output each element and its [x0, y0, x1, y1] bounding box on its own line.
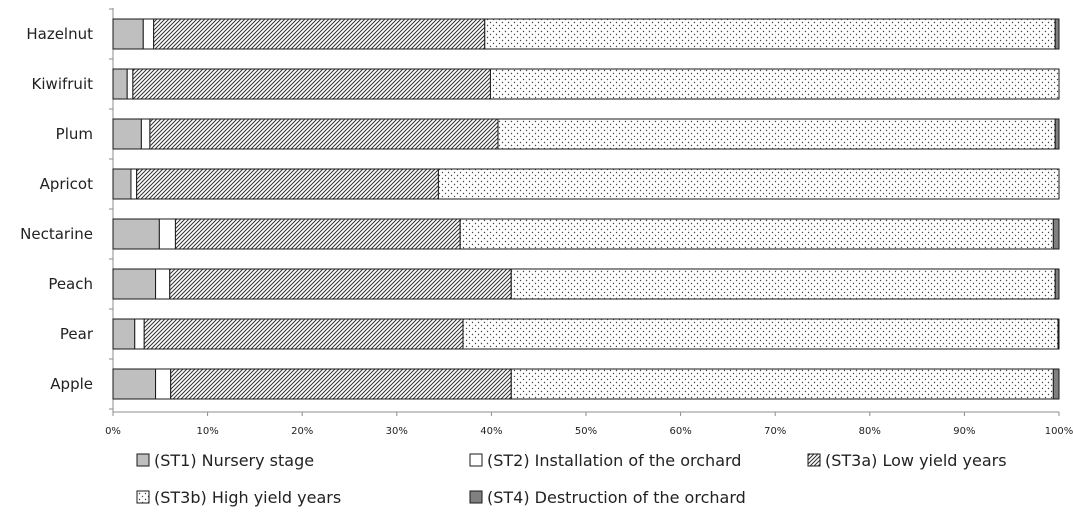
- x-tick-label: 30%: [386, 426, 408, 437]
- legend-swatch: [469, 490, 483, 504]
- category-label: Pear: [60, 325, 94, 343]
- bar-segment-hazelnut-s1: [112, 18, 144, 50]
- bar-segment-kiwifruit-s2: [126, 68, 134, 100]
- x-tick-label: 0%: [105, 426, 121, 437]
- bar-segment-plum-s2: [140, 118, 151, 150]
- bar-segment-peach-s2: [155, 268, 171, 300]
- bar-segment-plum-s3: [149, 118, 499, 150]
- plot-area: 0% 10% 20% 30% 40% 50% 60% 70% 80% 90% 100% Hazelnu…: [20, 8, 1073, 437]
- bar-segment-nectarine-s1: [112, 218, 160, 250]
- bar-segment-apricot-s4: [437, 168, 1060, 200]
- bar-segment-nectarine-s3: [174, 218, 461, 250]
- category-label: Plum: [56, 125, 93, 143]
- bar-segment-apricot-s1: [112, 168, 132, 200]
- bar-segment-hazelnut-s2: [142, 18, 155, 50]
- legend-label: (ST3b) High yield years: [154, 488, 341, 507]
- legend-item: (ST4) Destruction of the orchard: [469, 488, 746, 507]
- x-tick-label: 80%: [859, 426, 881, 437]
- bar-segment-pear-s3: [143, 318, 464, 350]
- bar-segment-kiwifruit-s3: [132, 68, 491, 100]
- legend-item: (ST3b) High yield years: [136, 488, 341, 507]
- category-label: Nectarine: [20, 225, 93, 243]
- bar-segment-hazelnut-s4: [484, 18, 1056, 50]
- bar-segment-peach-s5: [1054, 268, 1060, 300]
- legend-swatch: [469, 453, 483, 467]
- bar-segment-kiwifruit-s1: [112, 68, 128, 100]
- bar-segment-apple-s1: [112, 368, 157, 400]
- x-tick-label: 40%: [480, 426, 502, 437]
- bar-segment-plum-s1: [112, 118, 142, 150]
- bar-segment-apple-s4: [510, 368, 1054, 400]
- x-tick-label: 50%: [575, 426, 597, 437]
- bar-segment-apple-s3: [170, 368, 512, 400]
- x-tick-label: 10%: [196, 426, 218, 437]
- legend-label: (ST3a) Low yield years: [825, 451, 1007, 470]
- bar-segment-apricot-s3: [136, 168, 439, 200]
- category-label: Hazelnut: [26, 25, 93, 43]
- bar-segment-apricot-s2: [130, 168, 138, 200]
- bar-segment-plum-s4: [497, 118, 1056, 150]
- bar-segment-nectarine-s2: [158, 218, 176, 250]
- legend-label: (ST4) Destruction of the orchard: [487, 488, 746, 507]
- category-label: Apricot: [40, 175, 94, 193]
- legend-label: (ST1) Nursery stage: [154, 451, 314, 470]
- x-tick-label: 20%: [291, 426, 313, 437]
- category-label: Kiwifruit: [32, 75, 94, 93]
- bar-segment-nectarine-s4: [459, 218, 1054, 250]
- x-tick-label: 100%: [1045, 426, 1073, 437]
- bar-segment-hazelnut-s5: [1054, 18, 1060, 50]
- bar-segment-nectarine-s5: [1052, 218, 1060, 250]
- category-label: Apple: [50, 375, 93, 393]
- x-tick-label: 70%: [764, 426, 786, 437]
- bar-segment-peach-s4: [510, 268, 1056, 300]
- bar-segment-hazelnut-s3: [153, 18, 486, 50]
- bar-segment-pear-s5: [1057, 318, 1060, 350]
- bar-segment-pear-s4: [462, 318, 1059, 350]
- bar-segment-pear-s2: [134, 318, 145, 350]
- legend-item: (ST2) Installation of the orchard: [469, 451, 741, 470]
- legend-swatch: [136, 453, 150, 467]
- x-tick-label: 90%: [953, 426, 975, 437]
- bar-segment-pear-s1: [112, 318, 136, 350]
- bar-segment-peach-s1: [112, 268, 157, 300]
- bar-segment-kiwifruit-s4: [489, 68, 1060, 100]
- category-label: Peach: [48, 275, 93, 293]
- legend-item: (ST1) Nursery stage: [136, 451, 314, 470]
- legend-item: (ST3a) Low yield years: [807, 451, 1007, 470]
- legend-label: (ST2) Installation of the orchard: [487, 451, 741, 470]
- bar-segment-plum-s5: [1054, 118, 1060, 150]
- bar-segment-apple-s2: [155, 368, 172, 400]
- legend: (ST1) Nursery stage (ST2) Installation of…: [136, 451, 1007, 507]
- bar-segment-apple-s5: [1052, 368, 1060, 400]
- bar-segment-peach-s3: [169, 268, 512, 300]
- legend-swatch: [136, 490, 150, 504]
- legend-swatch: [807, 453, 821, 467]
- x-tick-label: 60%: [669, 426, 691, 437]
